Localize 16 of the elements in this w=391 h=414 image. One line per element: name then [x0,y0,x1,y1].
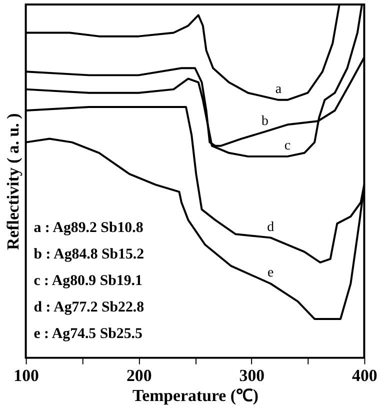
x-tick-label: 200 [126,366,152,386]
series-label: b [261,114,268,129]
x-tick-label: 400 [352,366,378,386]
x-tick-label: 300 [239,366,265,386]
annotation: d : Ag77.2 Sb22.8 [34,300,144,316]
annotation: a : Ag89.2 Sb10.8 [34,220,144,236]
annotation: e : Ag74.5 Sb25.5 [34,326,142,342]
series-label: e [267,266,274,281]
x-tick-label: 100 [14,366,39,386]
series-label: a [275,82,282,97]
y-axis-title: Reflectivity ( a. u. ) [3,113,22,250]
annotation: b : Ag84.8 Sb15.2 [34,246,144,263]
series-label: d [267,220,274,235]
series-label: c [284,138,291,154]
annotation: c : Ag80.9 Sb19.1 [34,273,142,290]
x-axis-title: Temperature (℃) [132,386,259,405]
